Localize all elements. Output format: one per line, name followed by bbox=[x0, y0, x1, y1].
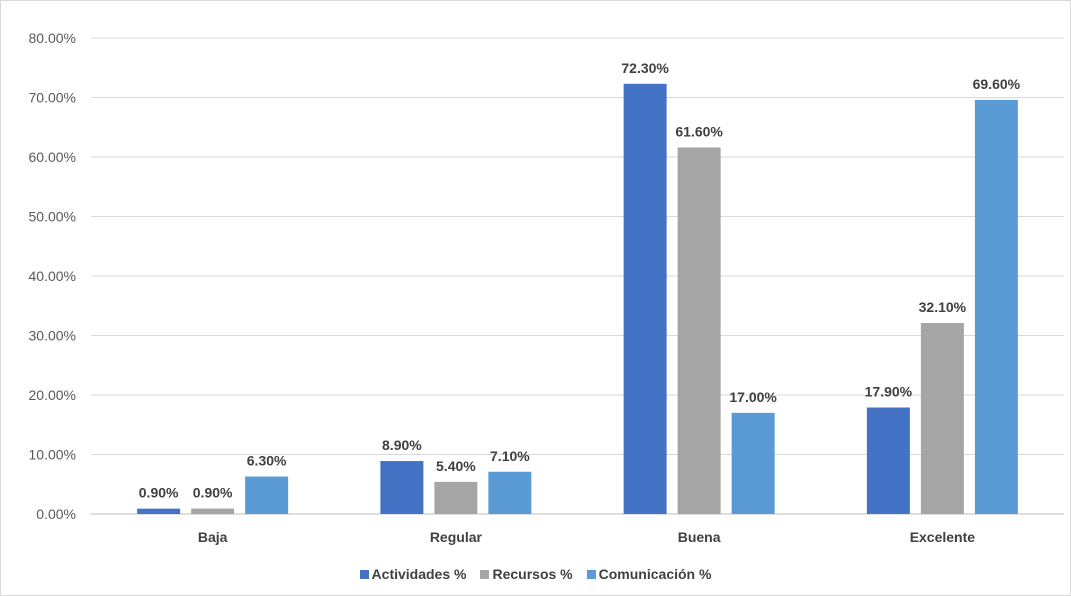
data-labels: 0.90% 0.90% 6.30% 8.90% 5.40% 7.10% 72.30% 61.6… bbox=[139, 60, 1021, 501]
y-tick-label: 60.00% bbox=[29, 149, 76, 165]
y-tick-label: 80.00% bbox=[29, 30, 76, 46]
legend-swatch bbox=[480, 569, 490, 579]
data-label: 72.30% bbox=[621, 60, 669, 76]
y-axis: 0.00% 10.00% 20.00% 30.00% 40.00% 50.00% 60.00… bbox=[29, 30, 76, 522]
legend-item: Actividades % bbox=[359, 566, 467, 582]
legend-label: Actividades % bbox=[371, 566, 467, 582]
legend-item: Recursos % bbox=[480, 566, 573, 582]
bar-chart: 0.00% 10.00% 20.00% 30.00% 40.00% 50.00% 60.00… bbox=[29, 30, 1064, 545]
bars bbox=[137, 83, 1018, 515]
legend-swatch bbox=[586, 569, 596, 579]
x-tick-label: Excelente bbox=[910, 529, 976, 545]
x-tick-label: Regular bbox=[430, 529, 483, 545]
legend-swatch bbox=[359, 569, 369, 579]
y-tick-label: 40.00% bbox=[29, 268, 76, 284]
data-label: 61.60% bbox=[675, 123, 723, 139]
data-label: 17.90% bbox=[865, 383, 913, 399]
x-axis: Baja Regular Buena Excelente bbox=[198, 529, 975, 545]
bar bbox=[677, 147, 721, 515]
legend-item: Comunicación % bbox=[586, 566, 712, 582]
y-tick-label: 70.00% bbox=[29, 90, 76, 106]
bar bbox=[434, 481, 478, 514]
data-label: 5.40% bbox=[436, 458, 476, 474]
bar bbox=[245, 476, 289, 514]
data-label: 0.90% bbox=[193, 485, 233, 501]
data-label: 32.10% bbox=[919, 299, 967, 315]
bar bbox=[488, 471, 532, 514]
bar bbox=[380, 461, 424, 514]
data-label: 7.10% bbox=[490, 448, 530, 464]
data-label: 8.90% bbox=[382, 437, 422, 453]
y-tick-label: 20.00% bbox=[29, 387, 76, 403]
legend-label: Recursos % bbox=[492, 566, 573, 582]
data-label: 17.00% bbox=[729, 389, 777, 405]
x-tick-label: Baja bbox=[198, 529, 228, 545]
legend-label: Comunicación % bbox=[598, 566, 712, 582]
bar bbox=[137, 508, 181, 514]
y-tick-label: 0.00% bbox=[36, 506, 76, 522]
bar bbox=[920, 323, 964, 514]
bar bbox=[974, 99, 1018, 514]
y-tick-label: 30.00% bbox=[29, 328, 76, 344]
y-tick-label: 10.00% bbox=[29, 447, 76, 463]
data-label: 6.30% bbox=[247, 453, 287, 469]
legend: Actividades % Recursos % Comunicación % bbox=[1, 566, 1070, 582]
x-tick-label: Buena bbox=[678, 529, 721, 545]
bar bbox=[191, 508, 235, 514]
bar bbox=[623, 83, 667, 514]
gridlines bbox=[91, 37, 1064, 515]
data-label: 69.60% bbox=[973, 76, 1021, 92]
data-label: 0.90% bbox=[139, 485, 179, 501]
bar bbox=[866, 407, 910, 514]
y-tick-label: 50.00% bbox=[29, 209, 76, 225]
bar bbox=[731, 412, 775, 514]
